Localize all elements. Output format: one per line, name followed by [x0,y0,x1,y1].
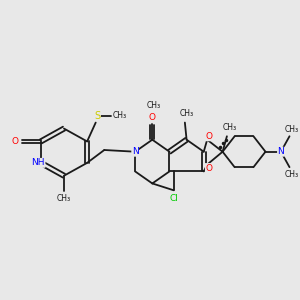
Text: N: N [132,147,139,156]
Text: CH₃: CH₃ [113,111,127,120]
Text: CH₃: CH₃ [222,123,236,132]
Text: O: O [206,132,212,141]
Text: O: O [12,137,19,146]
Text: CH₃: CH₃ [57,194,71,202]
Text: CH₃: CH₃ [284,169,298,178]
Text: Cl: Cl [169,194,178,203]
Text: CH₃: CH₃ [179,110,194,118]
Text: O: O [149,113,156,122]
Text: NH: NH [32,158,45,167]
Text: S: S [94,111,100,121]
Text: CH₃: CH₃ [284,125,298,134]
Text: O: O [206,164,212,172]
Text: CH₃: CH₃ [147,101,161,110]
Text: N: N [278,147,284,156]
